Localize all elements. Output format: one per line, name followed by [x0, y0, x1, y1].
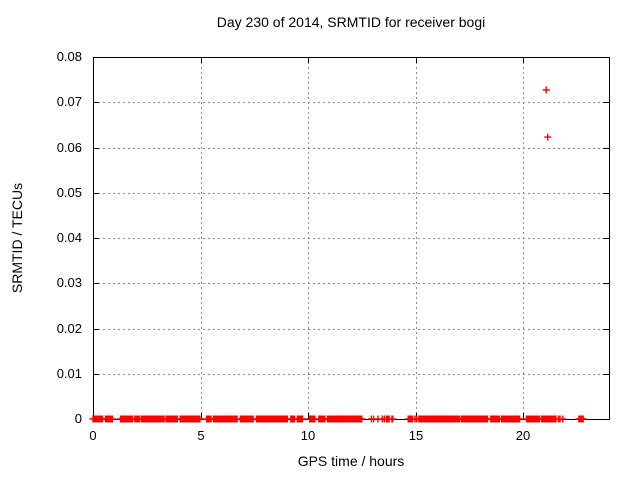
x-tick-label: 0	[89, 428, 97, 443]
y-tick-label: 0.05	[56, 185, 82, 200]
data-points	[89, 86, 587, 423]
y-tick-label: 0.07	[56, 94, 82, 109]
x-tick-label: 15	[408, 428, 424, 443]
y-tick-label: 0.04	[56, 230, 82, 245]
axes-border	[93, 57, 610, 420]
x-tick-label: 10	[300, 428, 316, 443]
gridlines	[93, 57, 609, 419]
y-tick-label: 0.06	[56, 140, 82, 155]
chart-title: Day 230 of 2014, SRMTID for receiver bog…	[216, 14, 486, 30]
x-tick-label: 5	[197, 428, 205, 443]
y-tick-label: 0.08	[56, 49, 82, 64]
y-tick-label: 0	[74, 411, 82, 426]
y-tick-label: 0.02	[56, 321, 82, 336]
y-tick-label: 0.03	[56, 275, 82, 290]
y-tick-label: 0.01	[56, 366, 82, 381]
x-axis-label: GPS time / hours	[297, 453, 405, 469]
x-tick-label: 20	[515, 428, 531, 443]
